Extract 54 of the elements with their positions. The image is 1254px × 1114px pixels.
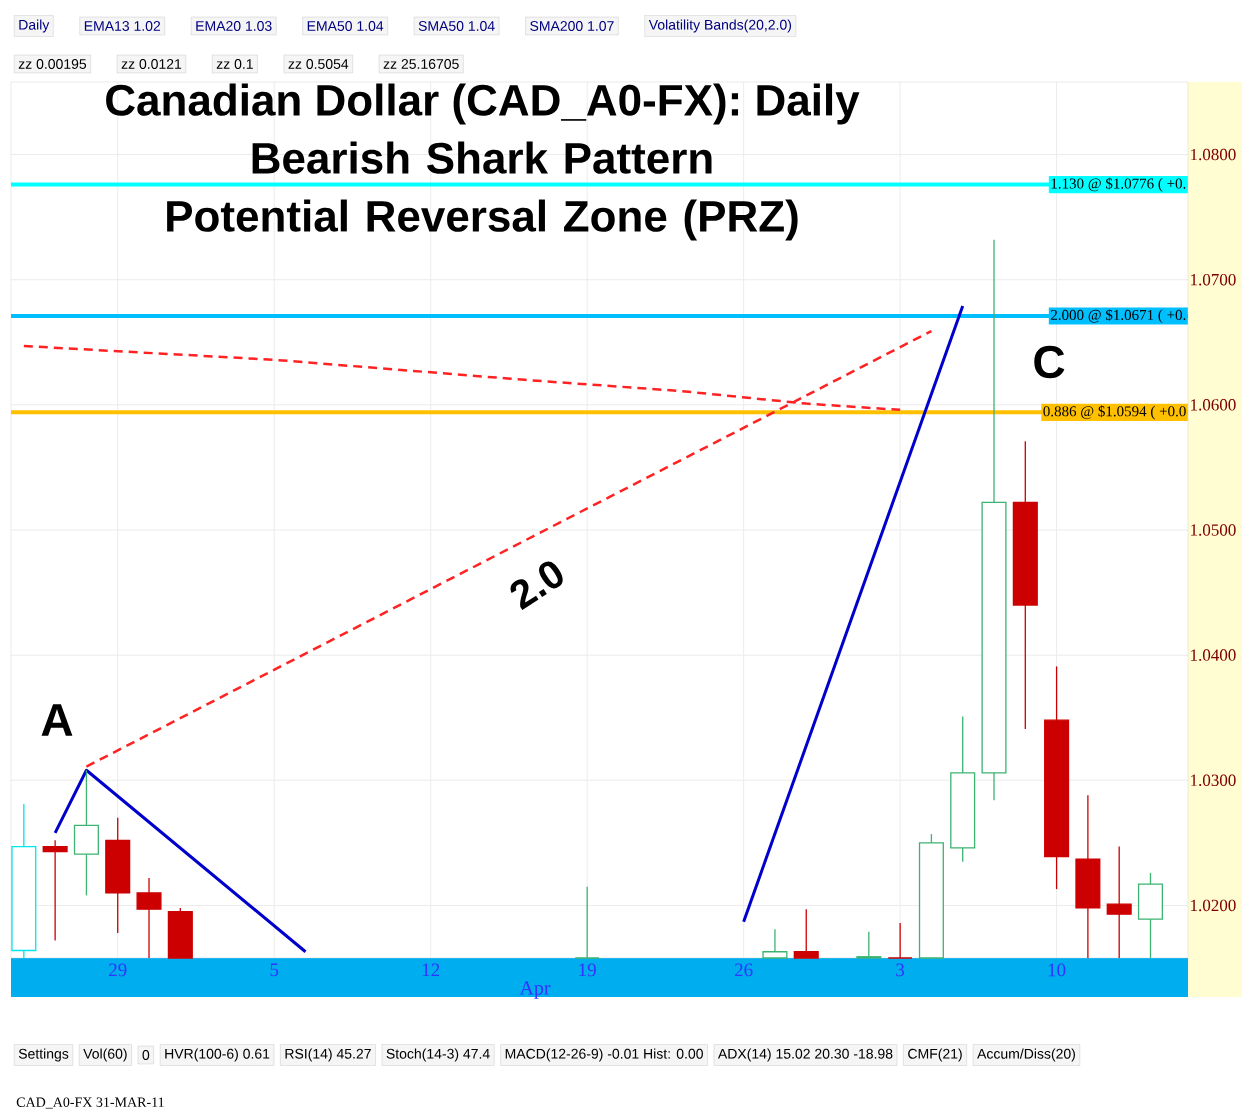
y-tick-label: 1.0200 (1191, 899, 1236, 912)
candlestick (1106, 845, 1132, 959)
y-tick-label: 1.0500 (1191, 524, 1236, 536)
text: SMA50 1.04 (418, 21, 495, 31)
text: zz 0.5054 (288, 59, 349, 69)
candlestick (136, 877, 162, 959)
text: zz 0.00195 (18, 59, 87, 69)
annotation: A (41, 704, 73, 736)
y-tick-label: 1.0700 (1191, 273, 1236, 286)
candlestick (793, 908, 819, 959)
text: EMA20 1.03 (196, 21, 272, 31)
annotation: 2.0 (510, 561, 563, 610)
text: EMA13 1.02 (84, 21, 161, 31)
x-tick-label: 5 (270, 963, 279, 977)
x-tick-label: 19 (579, 963, 596, 977)
text: Vol(60) (83, 1048, 127, 1062)
x-tick-label: 29 (109, 963, 127, 977)
text: 0 (142, 1050, 150, 1060)
text: CMF(21) (908, 1048, 962, 1062)
text: RSI(14) 45.27 (285, 1048, 371, 1062)
ref-line-label: 1.130 @ $1.0776 ( +0. (1051, 177, 1186, 192)
text: Daily (19, 19, 50, 33)
text: HVR(100-6) 0.61 (165, 1048, 270, 1062)
candlestick (574, 886, 600, 959)
x-tick-label: 10 (1048, 963, 1066, 977)
text: EMA50 1.04 (307, 21, 384, 31)
x-tick-label: 12 (422, 963, 440, 977)
text: Apr (519, 981, 551, 999)
text: Settings (18, 1048, 69, 1062)
ref-line-label: 2.000 @ $1.0671 ( +0. (1050, 308, 1186, 324)
text: zz 25.16705 (383, 59, 459, 69)
chart-title: Canadian Dollar (CAD_A0-FX): Daily (106, 83, 860, 125)
text: Stoch(14-3) 47.4 (386, 1048, 490, 1062)
x-tick-label: 3 (896, 963, 905, 977)
y-tick-label: 1.0600 (1191, 399, 1236, 411)
annotation: C (1034, 345, 1065, 379)
candlestick (762, 928, 788, 959)
y-tick-label: 1.0300 (1191, 774, 1236, 787)
candlestick (42, 839, 68, 942)
text: MACD(12-26-9) -0.01 Hist: 0.00 (505, 1048, 703, 1062)
text: Volatility Bands(20,2.0) (648, 19, 792, 33)
y-tick-label: 1.0400 (1191, 649, 1236, 661)
text: Bearish Shark Pattern Potential Reversal Zone (PRZ) (167, 141, 798, 241)
text: zz 0.0121 (121, 59, 182, 69)
candlestick (887, 922, 913, 959)
text: CAD_A0-FX 31-MAR-11 (16, 1097, 164, 1109)
y-tick-label: 1.0800 (1191, 148, 1236, 161)
text: zz 0.1 (216, 59, 253, 69)
x-tick-label: 26 (734, 963, 753, 977)
text: ADX(14) 15.02 20.30 -18.98 (717, 1048, 893, 1062)
text: SMA200 1.07 (530, 21, 614, 31)
text: Accum/Diss(20) (977, 1048, 1075, 1062)
ref-line-label: 0.886 @ $1.0594 ( +0.0 (1043, 405, 1186, 420)
candlestick (856, 931, 882, 959)
